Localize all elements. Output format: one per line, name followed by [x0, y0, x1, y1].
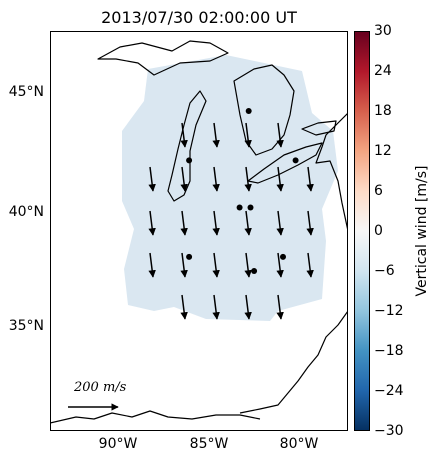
scale-arrow: 200 m/s	[68, 380, 127, 411]
station-marker	[186, 157, 193, 164]
wind-vector	[180, 210, 188, 236]
wind-vector	[180, 252, 188, 278]
wind-vector	[276, 122, 284, 148]
colorbar	[354, 31, 370, 431]
wind-vector	[244, 122, 252, 148]
colorbar-tick-label: −6	[374, 263, 395, 279]
lon-label-85: 85°W	[189, 436, 229, 452]
wind-vector	[276, 252, 284, 278]
wind-vector	[306, 166, 314, 192]
wind-vector	[212, 122, 220, 148]
wind-vector	[148, 166, 156, 192]
east-coast	[315, 112, 348, 232]
wind-vector	[306, 252, 314, 278]
wind-vector	[244, 166, 252, 192]
station-marker	[247, 204, 254, 211]
wind-vector	[212, 166, 220, 192]
wind-vector	[180, 122, 188, 148]
coverage-region	[122, 55, 338, 321]
map-plot: 200 m/s	[50, 31, 348, 431]
wind-vector	[244, 252, 252, 278]
colorbar-tick-label: −18	[374, 343, 404, 359]
colorbar-gradient	[354, 31, 370, 431]
colorbar-tick-label: 6	[374, 183, 383, 199]
station-marker	[251, 268, 258, 274]
colorbar-label: Vertical wind [m/s]	[414, 165, 430, 297]
colorbar-tick-label: −12	[374, 303, 404, 319]
wind-vector	[276, 210, 284, 236]
lon-label-90: 90°W	[98, 436, 138, 452]
gulf-coast	[50, 410, 261, 424]
lake-superior-outline	[97, 40, 229, 76]
lat-label-45: 45°N	[8, 84, 44, 100]
southeast-coast	[239, 310, 348, 414]
lat-label-40: 40°N	[8, 204, 44, 220]
colorbar-tick-label: 0	[374, 223, 383, 239]
wind-vector	[212, 210, 220, 236]
station-marker	[236, 204, 243, 211]
station-marker	[186, 253, 193, 260]
map-border	[50, 31, 348, 431]
colorbar-tick-label: −24	[374, 383, 404, 399]
wind-vector	[244, 210, 252, 236]
station-markers	[186, 108, 299, 274]
lake-huron-outline	[233, 64, 295, 156]
wind-vector	[180, 294, 188, 320]
colorbar-tick-label: 12	[374, 143, 392, 159]
wind-vector	[244, 294, 252, 320]
wind-vector	[212, 252, 220, 278]
wind-vector	[306, 210, 314, 236]
wind-vectors	[148, 122, 314, 320]
colorbar-tick-label: 30	[374, 23, 392, 39]
wind-vector	[148, 210, 156, 236]
wind-vector	[276, 166, 284, 192]
colorbar-tick-label: 18	[374, 103, 392, 119]
lon-label-80: 80°W	[279, 436, 319, 452]
lat-label-35: 35°N	[8, 318, 44, 334]
wind-vector	[180, 166, 188, 192]
scale-label: 200 m/s	[73, 380, 127, 395]
map-title: 2013/07/30 02:00:00 UT	[101, 8, 297, 27]
wind-vector	[276, 294, 284, 320]
station-marker	[280, 253, 286, 260]
coastlines	[50, 40, 348, 424]
station-marker	[292, 157, 299, 164]
colorbar-tick-label: −30	[374, 423, 404, 439]
wind-vector	[148, 252, 156, 278]
station-marker	[245, 108, 252, 114]
lake-michigan-outline	[167, 90, 207, 202]
lake-erie-outline	[247, 142, 323, 184]
wind-vector	[212, 294, 220, 320]
colorbar-tick-label: 24	[374, 63, 392, 79]
